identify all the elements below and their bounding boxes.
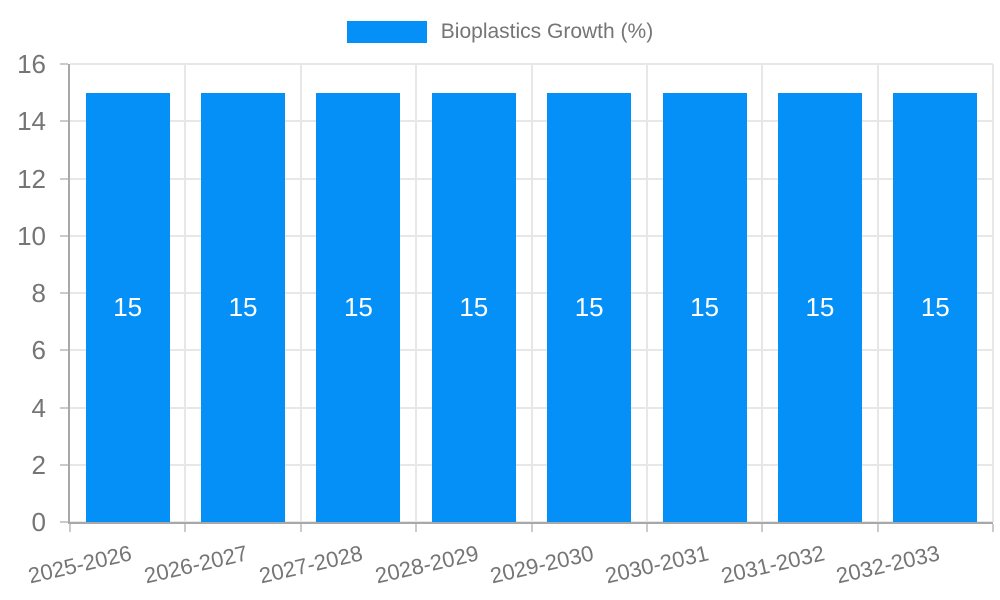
x-tick-mark [69,524,71,532]
y-tick-mark [60,292,68,294]
bar-value-label: 15 [113,292,143,323]
legend-swatch [346,21,427,43]
y-tick-label: 16 [17,49,46,79]
gridline-v [761,64,764,522]
bar[interactable] [547,92,632,522]
x-tick-mark [530,524,533,532]
y-tick-mark [60,521,68,523]
y-tick-label: 4 [31,392,46,423]
bar[interactable] [201,92,286,522]
bar[interactable] [777,92,862,522]
bar-value-label: 15 [574,292,604,323]
x-tick-mark [415,524,418,532]
y-tick-label: 8 [31,278,46,308]
y-tick-mark [60,63,68,65]
x-tick-label: 2029-2030 [487,540,596,589]
y-tick-mark [60,120,68,123]
gridline-v [299,64,302,522]
bar-value-label: 15 [459,292,489,323]
gridline-v [415,64,418,522]
x-tick-mark [761,524,764,532]
x-tick-label: 2027-2028 [256,540,366,589]
y-tick-label: 10 [17,220,46,251]
y-tick-label: 2 [31,449,46,480]
x-tick-mark [992,524,994,532]
gridline-v [530,64,533,522]
bar-value-label: 15 [805,292,835,323]
bar-value-label: 15 [920,292,950,323]
bar[interactable] [893,92,978,522]
legend-label: Bioplastics Growth (%) [440,20,654,43]
x-tick-label: 2031-2032 [718,540,827,589]
bar-value-label: 15 [690,292,720,323]
bar[interactable] [662,92,747,522]
y-tick-mark [60,463,68,466]
x-tick-label: 2026-2027 [141,540,250,589]
x-tick-mark [876,524,879,532]
gridline-v [645,64,648,522]
y-tick-mark [60,177,68,180]
bar-value-label: 15 [343,292,373,323]
y-tick-label: 0 [31,507,46,537]
x-tick-mark [184,524,187,532]
plot-area: 15 15 15 15 15 15 15 15 [70,63,994,523]
x-tick-label: 2030-2031 [603,540,712,589]
y-axis-line [68,64,70,524]
gridline-v [876,64,879,522]
x-axis-line [68,522,993,524]
x-tick-mark [645,524,648,532]
x-tick-label: 2025-2026 [26,540,135,589]
x-tick-label: 2028-2029 [372,540,481,589]
y-tick-label: 12 [17,163,46,194]
y-tick-label: 6 [31,335,46,366]
bar[interactable] [431,92,516,522]
y-tick-mark [60,234,68,237]
bar[interactable] [316,92,401,522]
gridline-v [184,64,187,522]
y-tick-label: 14 [17,106,46,137]
chart-legend[interactable]: Bioplastics Growth (%) [0,20,1000,44]
gridline-v [992,64,994,522]
y-tick-mark [60,349,68,352]
x-tick-mark [299,524,302,532]
bar-value-label: 15 [228,292,258,323]
bar[interactable] [85,92,170,522]
y-tick-mark [60,406,68,409]
x-tick-label: 2032-2033 [833,540,943,589]
